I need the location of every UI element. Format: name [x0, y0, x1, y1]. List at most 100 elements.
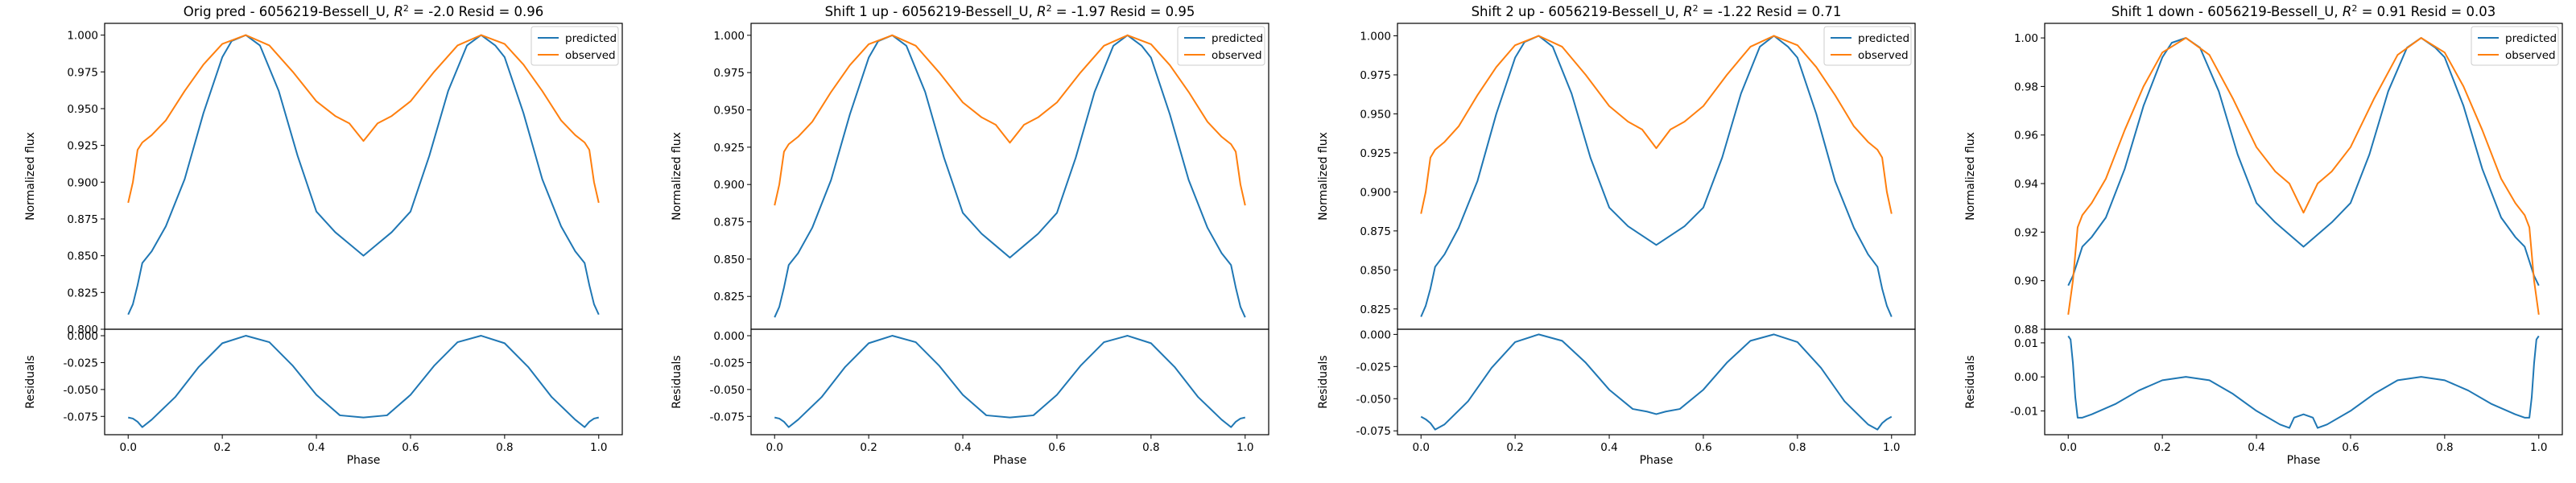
- top-ytick-label: 0.88: [2014, 324, 2038, 336]
- top-ytick-label: 0.975: [1360, 69, 1391, 82]
- xtick-label: 0.4: [1600, 441, 1617, 454]
- top-ytick-label: 0.94: [2014, 178, 2038, 191]
- top-ytick-label: 0.950: [67, 103, 98, 116]
- title-equals: =: [2357, 4, 2376, 19]
- bottom-ytick-label: -0.01: [2010, 405, 2038, 418]
- top-ytick-label: 0.900: [1360, 186, 1391, 199]
- y-axis-label-bottom: Residuals: [24, 355, 37, 408]
- top-ytick-label: 0.875: [1360, 225, 1391, 238]
- title-equals: =: [1699, 4, 1718, 19]
- y-axis-label-top: Normalized flux: [1964, 132, 1977, 221]
- xtick-label: 0.6: [1048, 441, 1065, 454]
- xtick-label: 0.4: [2248, 441, 2264, 454]
- x-axis-label: Phase: [1640, 454, 1674, 467]
- bottom-ytick-label: -0.050: [1356, 393, 1391, 406]
- x-axis-label: Phase: [347, 454, 381, 467]
- top-ytick-label: 0.92: [2014, 226, 2038, 239]
- top-axes-frame: [104, 23, 623, 330]
- title-prefix: Orig pred - 6056219-Bessell_U,: [184, 4, 394, 20]
- top-ytick-label: 0.950: [713, 105, 745, 118]
- legend-label-predicted: predicted: [1212, 32, 1263, 45]
- series-line-predicted: [127, 34, 600, 316]
- residual-line: [2067, 335, 2540, 429]
- bottom-ytick-label: -0.050: [709, 384, 745, 397]
- series-line-predicted: [2067, 37, 2540, 287]
- top-ytick-label: 0.850: [67, 250, 98, 263]
- title-r-symbol: R: [1683, 4, 1692, 19]
- title-r-symbol: R: [1037, 4, 1046, 19]
- top-ytick-label: 1.000: [713, 30, 745, 43]
- top-ytick-label: 0.900: [713, 179, 745, 192]
- top-ytick-label: 0.925: [1360, 147, 1391, 160]
- bottom-ytick-label: 0.00: [2014, 371, 2038, 384]
- legend: predicted observed: [530, 26, 619, 66]
- legend-label-predicted: predicted: [1858, 32, 1909, 45]
- xtick-label: 0.6: [402, 441, 419, 454]
- top-ytick-label: 0.825: [1360, 303, 1391, 316]
- xtick-label: 1.0: [2530, 441, 2547, 454]
- top-ytick-label: 0.975: [713, 67, 745, 80]
- xtick-label: 0.2: [1506, 441, 1523, 454]
- chart-panel-1: Orig pred - 6056219-Bessell_U, R2 = -2.0…: [24, 3, 623, 467]
- xtick-label: 0.6: [2342, 441, 2359, 454]
- top-ytick-label: 0.90: [2014, 275, 2038, 288]
- top-axes-frame: [1397, 23, 1916, 330]
- legend-label-observed: observed: [565, 49, 616, 62]
- top-ytick-label: 0.900: [67, 176, 98, 189]
- title-prefix: Shift 2 up - 6056219-Bessell_U,: [1472, 4, 1684, 20]
- title-resid: Resid = 0.03: [2406, 4, 2496, 19]
- series-line-observed: [1420, 35, 1893, 214]
- xtick-label: 1.0: [590, 441, 607, 454]
- legend-label-observed: observed: [1212, 49, 1262, 62]
- bottom-axes-frame: [2044, 328, 2563, 436]
- residual-line: [1420, 333, 1893, 431]
- bottom-axes-frame: [104, 328, 623, 436]
- chart-panel-4: Shift 1 down - 6056219-Bessell_U, R2 = 0…: [1964, 3, 2563, 467]
- xtick-label: 1.0: [1883, 441, 1900, 454]
- xtick-label: 0.0: [1412, 441, 1429, 454]
- xtick-label: 1.0: [1236, 441, 1253, 454]
- top-ytick-label: 0.825: [713, 291, 745, 303]
- bottom-ytick-label: -0.025: [1356, 361, 1391, 374]
- title-superscript: 2: [403, 3, 409, 14]
- bottom-ytick-label: -0.075: [709, 411, 745, 423]
- xtick-label: 0.4: [308, 441, 324, 454]
- xtick-label: 0.8: [1142, 441, 1159, 454]
- legend-label-predicted: predicted: [2505, 32, 2557, 45]
- title-superscript: 2: [1046, 3, 1052, 14]
- bottom-ytick-label: -0.050: [63, 384, 98, 397]
- xtick-label: 0.0: [2059, 441, 2076, 454]
- title-r-symbol: R: [2343, 4, 2351, 19]
- title-prefix: Shift 1 down - 6056219-Bessell_U,: [2112, 4, 2343, 20]
- bottom-ytick-label: 0.01: [2014, 337, 2038, 350]
- xtick-label: 0.8: [1789, 441, 1806, 454]
- top-axes-frame: [750, 23, 1269, 330]
- title-prefix: Shift 1 up - 6056219-Bessell_U,: [825, 4, 1038, 20]
- top-ytick-label: 0.850: [713, 254, 745, 266]
- title-resid: Resid = 0.71: [1752, 4, 1842, 19]
- chart-panel-2: Shift 1 up - 6056219-Bessell_U, R2 = -1.…: [671, 3, 1269, 467]
- top-ytick-label: 1.000: [67, 30, 98, 43]
- bottom-ytick-label: 0.000: [67, 330, 98, 343]
- y-axis-label-bottom: Residuals: [1964, 355, 1977, 408]
- chart-panel-3: Shift 2 up - 6056219-Bessell_U, R2 = -1.…: [1317, 3, 1916, 467]
- top-ytick-label: 0.825: [67, 287, 98, 299]
- top-ytick-label: 0.800: [67, 324, 98, 336]
- series-line-predicted: [774, 34, 1246, 318]
- bottom-ytick-label: -0.025: [63, 357, 98, 369]
- top-ytick-label: 0.850: [1360, 264, 1391, 277]
- xtick-label: 0.4: [954, 441, 971, 454]
- bottom-axes-frame: [1397, 328, 1916, 436]
- title-superscript: 2: [1693, 3, 1699, 14]
- xtick-label: 0.2: [860, 441, 877, 454]
- residual-line: [774, 335, 1245, 428]
- top-ytick-label: 0.925: [67, 140, 98, 153]
- y-axis-label-bottom: Residuals: [1317, 355, 1330, 408]
- xtick-label: 0.8: [496, 441, 513, 454]
- top-ytick-label: 0.96: [2014, 130, 2038, 142]
- bottom-ytick-label: -0.075: [63, 411, 98, 423]
- top-ytick-label: 0.875: [713, 217, 745, 229]
- xtick-label: 0.8: [2436, 441, 2453, 454]
- y-axis-label-top: Normalized flux: [24, 132, 37, 221]
